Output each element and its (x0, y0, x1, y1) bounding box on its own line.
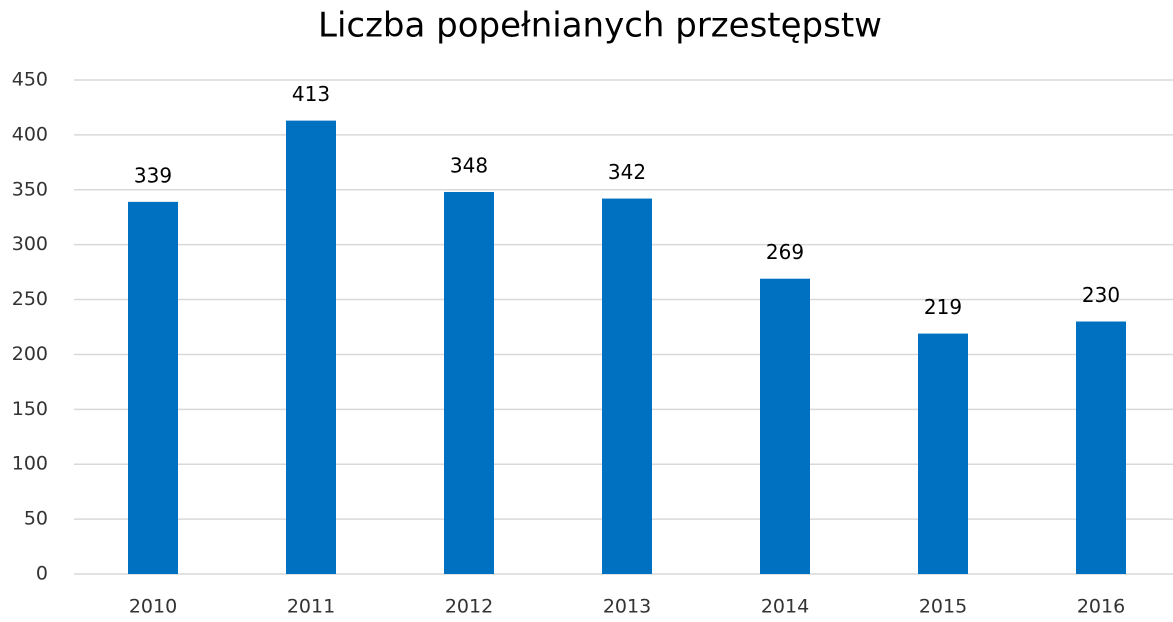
bar (444, 191, 494, 574)
x-tick-label: 2012 (445, 596, 493, 618)
x-tick-label: 2010 (129, 596, 177, 618)
bar (760, 278, 810, 574)
x-tick-label: 2011 (287, 596, 335, 618)
bar (1076, 321, 1126, 574)
value-label: 339 (134, 163, 172, 187)
chart-title: Liczba popełnianych przestępstw (318, 6, 882, 46)
value-label: 269 (766, 240, 804, 264)
y-tick-label: 350 (12, 178, 48, 200)
value-label: 413 (292, 82, 330, 106)
y-tick-label: 300 (12, 233, 48, 255)
y-tick-label: 250 (12, 288, 48, 310)
x-tick-label: 2015 (919, 596, 967, 618)
bar (602, 198, 652, 574)
x-tick-label: 2014 (761, 596, 809, 618)
y-tick-label: 150 (12, 398, 48, 420)
value-label: 348 (450, 153, 488, 177)
y-tick-label: 100 (12, 453, 48, 475)
bar (128, 201, 178, 574)
value-label: 230 (1082, 283, 1120, 307)
y-tick-label: 200 (12, 343, 48, 365)
x-tick-label: 2013 (603, 596, 651, 618)
bar (918, 333, 968, 574)
value-label: 342 (608, 160, 646, 184)
value-label: 219 (924, 295, 962, 319)
y-tick-label: 0 (36, 563, 48, 585)
x-tick-label: 2016 (1077, 596, 1125, 618)
y-tick-label: 50 (24, 508, 48, 530)
bar (286, 120, 336, 575)
y-tick-label: 450 (12, 69, 48, 91)
y-tick-label: 400 (12, 123, 48, 145)
